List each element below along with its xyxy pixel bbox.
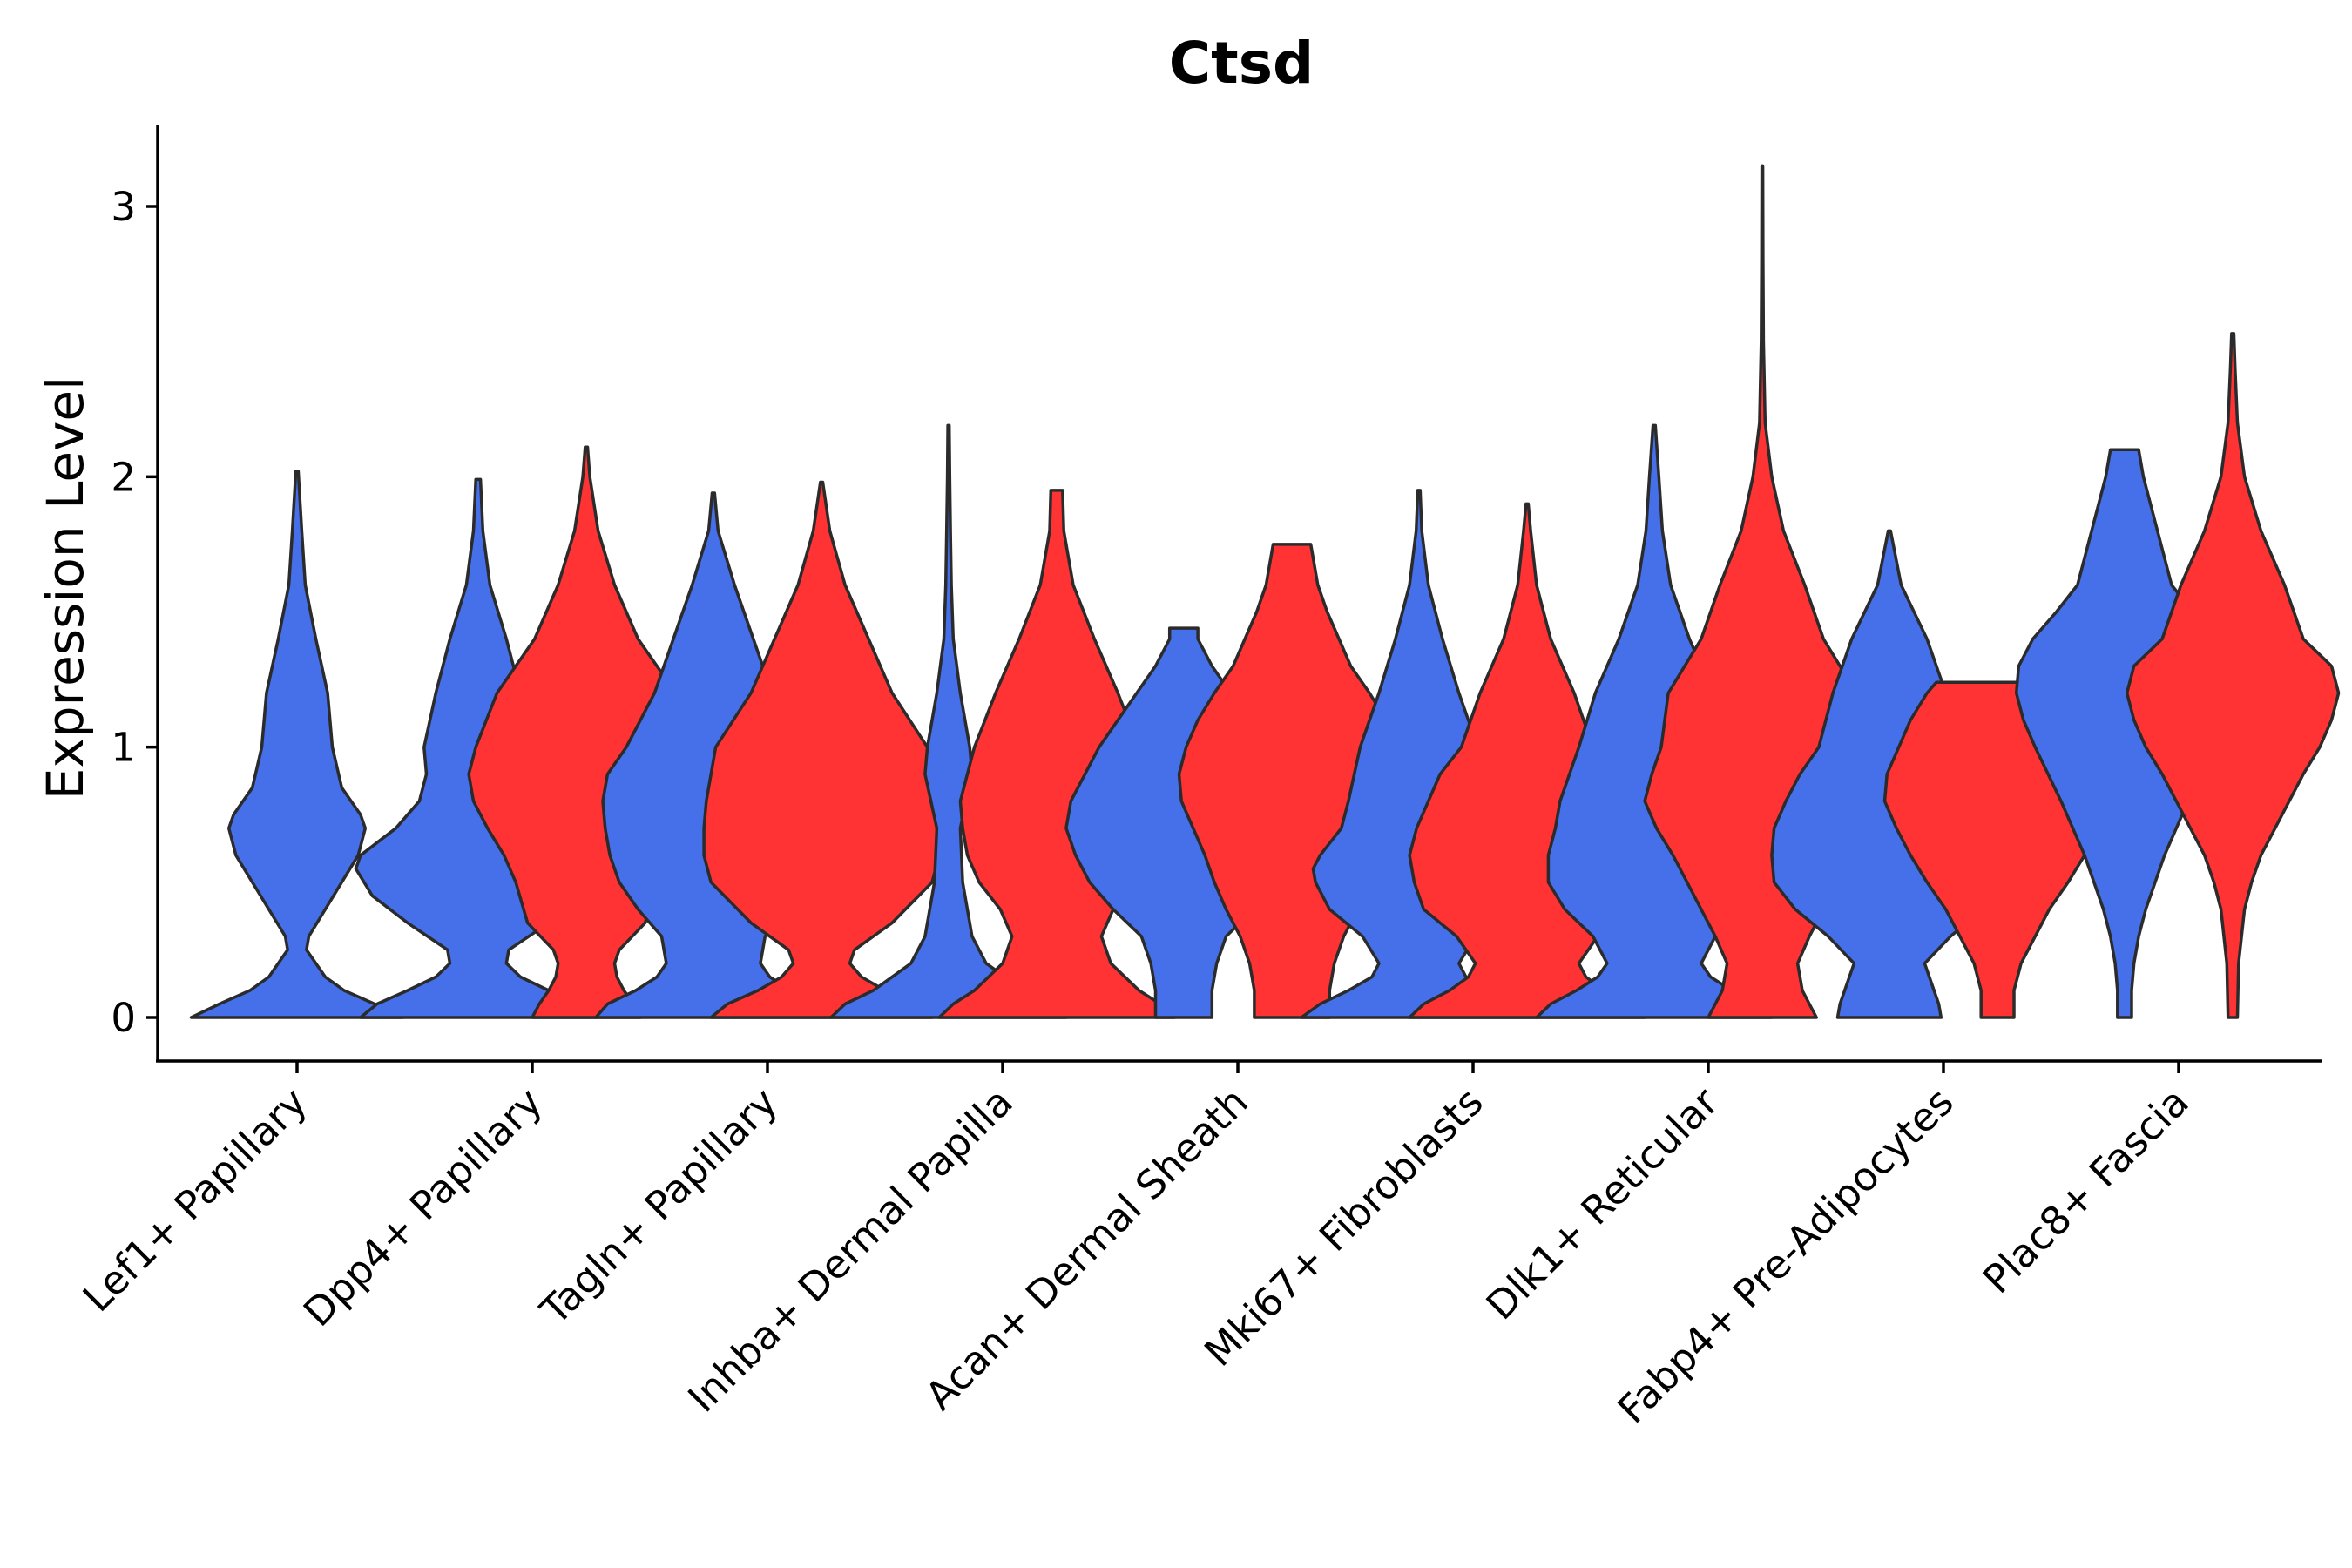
y-ticks: 0 1 2 3 <box>111 184 158 1041</box>
x-tick-label-dlk1-reticular: Dlk1+ Reticular <box>1477 1078 1727 1328</box>
violin-tagln-papillary-group2 <box>702 480 941 1019</box>
y-tick-label: 0 <box>111 995 136 1041</box>
y-tick-label: 1 <box>111 725 136 771</box>
violin-inhba-dermal-papilla-group1 <box>829 423 1068 1019</box>
y-axis-label: Expression Level <box>36 376 95 800</box>
x-tick-label-plac8-fascia: Plac8+ Fascia <box>1974 1078 2198 1302</box>
y-tick-label: 2 <box>111 454 136 500</box>
x-tick-label-dpp4-papillary: Dpp4+ Papillary <box>294 1078 551 1335</box>
y-tick-label: 3 <box>111 184 136 230</box>
violin-plac8-fascia-group1 <box>2014 448 2234 1019</box>
x-tick-label-tagln-papillary: Tagln+ Papillary <box>531 1078 787 1334</box>
chart-title: Ctsd <box>1169 30 1315 97</box>
violin-plac8-fascia-group2 <box>2125 332 2341 1019</box>
violins-layer <box>189 164 2341 1019</box>
violin-lef1-papillary-group1 <box>189 470 405 1019</box>
x-tick-label-lef1-papillary: Lef1+ Papillary <box>74 1078 316 1321</box>
